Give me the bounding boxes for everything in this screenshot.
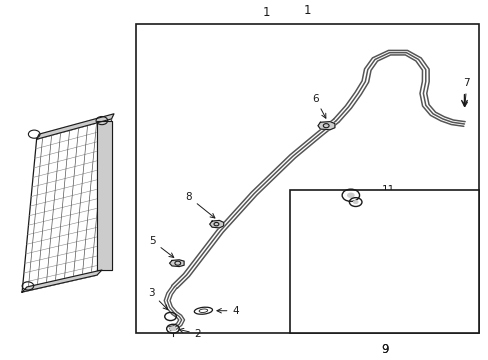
Bar xyxy=(290,190,478,333)
Text: 7: 7 xyxy=(462,78,469,107)
Text: 5: 5 xyxy=(149,236,173,257)
Text: 4: 4 xyxy=(217,306,239,316)
Bar xyxy=(136,24,478,333)
Circle shape xyxy=(169,326,176,331)
Polygon shape xyxy=(37,114,114,139)
Text: 1: 1 xyxy=(262,6,269,19)
Circle shape xyxy=(352,200,358,204)
Text: 10: 10 xyxy=(365,201,397,211)
Text: 8: 8 xyxy=(185,192,214,218)
Text: 6: 6 xyxy=(312,94,325,118)
Text: 9: 9 xyxy=(380,343,387,356)
Text: 1: 1 xyxy=(303,4,310,17)
Text: 3: 3 xyxy=(147,288,167,310)
Polygon shape xyxy=(22,270,102,292)
Text: 9: 9 xyxy=(380,343,387,356)
Text: 11: 11 xyxy=(363,185,395,196)
Text: 2: 2 xyxy=(179,328,201,339)
Polygon shape xyxy=(97,121,111,270)
Polygon shape xyxy=(317,122,334,130)
Circle shape xyxy=(346,193,354,198)
Polygon shape xyxy=(169,260,183,267)
Polygon shape xyxy=(209,220,223,228)
